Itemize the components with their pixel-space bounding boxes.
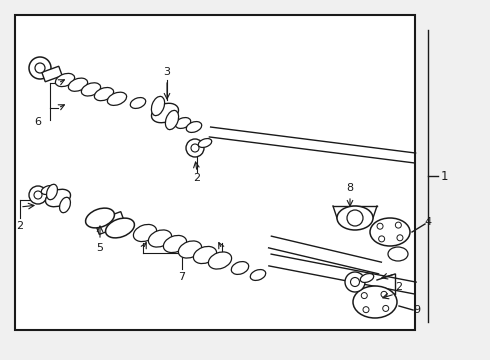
Ellipse shape xyxy=(47,184,57,200)
Circle shape xyxy=(345,272,365,292)
Ellipse shape xyxy=(55,73,74,87)
Text: 2: 2 xyxy=(194,173,200,183)
Text: 2: 2 xyxy=(17,221,24,231)
Circle shape xyxy=(350,278,360,287)
Bar xyxy=(15,15,415,330)
Ellipse shape xyxy=(148,230,172,247)
Ellipse shape xyxy=(151,103,178,123)
Ellipse shape xyxy=(41,185,55,194)
Ellipse shape xyxy=(370,218,410,246)
Circle shape xyxy=(363,307,369,313)
Circle shape xyxy=(381,291,387,297)
Ellipse shape xyxy=(105,218,134,238)
Ellipse shape xyxy=(186,122,202,132)
Ellipse shape xyxy=(81,83,100,96)
Ellipse shape xyxy=(46,189,71,207)
Text: 4: 4 xyxy=(424,217,432,227)
Ellipse shape xyxy=(166,111,178,130)
Ellipse shape xyxy=(151,96,165,116)
Circle shape xyxy=(347,210,363,226)
Circle shape xyxy=(186,139,204,157)
Ellipse shape xyxy=(231,262,249,274)
Ellipse shape xyxy=(194,247,217,264)
Text: 7: 7 xyxy=(178,272,186,282)
Ellipse shape xyxy=(388,247,408,261)
Ellipse shape xyxy=(198,139,212,148)
Circle shape xyxy=(383,305,389,311)
Text: 2: 2 xyxy=(395,282,403,292)
Ellipse shape xyxy=(107,92,126,105)
Circle shape xyxy=(34,191,42,199)
Circle shape xyxy=(395,222,401,228)
Ellipse shape xyxy=(250,270,266,280)
Circle shape xyxy=(29,57,51,79)
Ellipse shape xyxy=(60,197,71,213)
Ellipse shape xyxy=(353,286,397,318)
Ellipse shape xyxy=(208,252,232,269)
Ellipse shape xyxy=(95,87,114,101)
Circle shape xyxy=(361,293,368,298)
Bar xyxy=(42,66,62,82)
Ellipse shape xyxy=(175,118,191,129)
Circle shape xyxy=(397,235,403,241)
Text: 1: 1 xyxy=(440,170,448,183)
Circle shape xyxy=(191,144,199,152)
Circle shape xyxy=(35,63,45,73)
Text: 8: 8 xyxy=(346,183,354,193)
Text: 9: 9 xyxy=(414,305,420,315)
Text: 5: 5 xyxy=(97,243,103,253)
Ellipse shape xyxy=(69,78,88,91)
Ellipse shape xyxy=(360,274,374,283)
Ellipse shape xyxy=(337,206,373,230)
Ellipse shape xyxy=(163,235,187,253)
Circle shape xyxy=(377,223,383,229)
Text: 6: 6 xyxy=(34,117,42,127)
Text: 3: 3 xyxy=(164,67,171,77)
Ellipse shape xyxy=(178,241,201,258)
Ellipse shape xyxy=(86,208,115,228)
Circle shape xyxy=(29,186,47,204)
Ellipse shape xyxy=(130,98,146,108)
Circle shape xyxy=(379,236,385,242)
Bar xyxy=(95,212,125,234)
Ellipse shape xyxy=(133,224,157,242)
